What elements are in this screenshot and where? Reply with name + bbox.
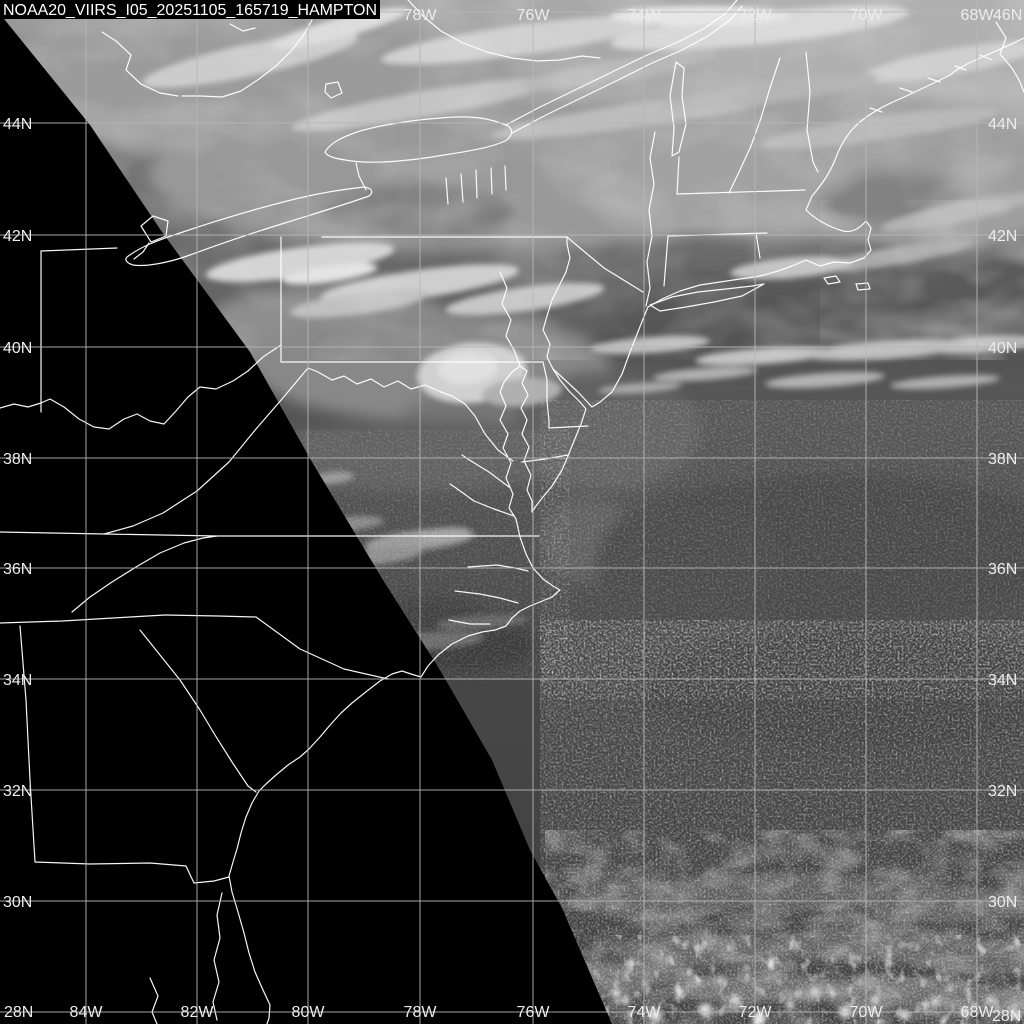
neuse-river bbox=[448, 619, 491, 625]
lake-ontario bbox=[324, 116, 513, 163]
border-nh-me bbox=[805, 51, 819, 173]
axis-label-bottom-70W: 70W bbox=[850, 1004, 884, 1021]
maine-islands bbox=[869, 54, 993, 113]
border-ky-tn-va-nc bbox=[0, 531, 540, 537]
hudson-river bbox=[645, 131, 656, 307]
lake-stclair bbox=[133, 215, 169, 260]
border-ny-nj bbox=[603, 267, 644, 293]
potomac-river bbox=[440, 391, 514, 462]
ottawa-river bbox=[407, 0, 601, 62]
niagara-river bbox=[355, 162, 367, 191]
border-vt-nh bbox=[728, 57, 781, 194]
axis-label-bottom-72W: 72W bbox=[739, 1004, 773, 1021]
axis-label-left-38N: 38N bbox=[3, 451, 32, 468]
finger-lakes bbox=[445, 165, 507, 205]
border-ga-fl bbox=[34, 861, 230, 884]
axis-label-right-36N: 36N bbox=[988, 561, 1017, 578]
axis-label-right-34N: 34N bbox=[988, 672, 1017, 689]
axis-label-left-30N: 30N bbox=[3, 894, 32, 911]
axis-label-top-68W: 68W bbox=[961, 7, 995, 24]
lake-simcoe bbox=[324, 81, 343, 99]
james-river bbox=[449, 483, 515, 517]
axis-label-right-30N: 30N bbox=[988, 894, 1017, 911]
axis-label-bottom-right-28N: 28N bbox=[992, 1008, 1021, 1024]
border-ny-ct bbox=[663, 235, 669, 287]
albemarle-sound bbox=[467, 564, 529, 572]
border-35n-ga bbox=[0, 614, 166, 624]
axis-label-top-72W: 72W bbox=[739, 7, 773, 24]
axis-label-top-right-46N: 46N bbox=[993, 7, 1022, 24]
coastline-northeast bbox=[647, 37, 1024, 308]
axis-label-bottom-84W: 84W bbox=[70, 1004, 104, 1021]
border-mi-oh bbox=[40, 247, 118, 252]
axis-label-left-34N: 34N bbox=[3, 672, 32, 689]
border-delaware bbox=[542, 361, 589, 429]
axis-label-bottom-80W: 80W bbox=[292, 1004, 326, 1021]
axis-label-bottom-82W: 82W bbox=[181, 1004, 215, 1021]
border-ma-north bbox=[676, 189, 806, 195]
axis-label-right-38N: 38N bbox=[988, 451, 1017, 468]
ohio-river bbox=[0, 344, 282, 430]
axis-label-top-70W: 70W bbox=[850, 7, 884, 24]
axis-label-bottom-74W: 74W bbox=[628, 1004, 662, 1021]
axis-label-left-44N: 44N bbox=[3, 116, 32, 133]
nantucket bbox=[855, 282, 871, 291]
border-nc-sc bbox=[164, 614, 389, 680]
axis-label-top-76W: 76W bbox=[517, 7, 551, 24]
border-ny-vt bbox=[676, 156, 680, 195]
title-bar: NOAA20_VIIRS_I05_20251105_165719_HAMPTON bbox=[0, 0, 380, 19]
florida-lakes bbox=[149, 977, 159, 1024]
axis-label-left-42N: 42N bbox=[3, 228, 32, 245]
axis-label-bottom-76W: 76W bbox=[517, 1004, 551, 1021]
no-data-region bbox=[0, 14, 612, 1024]
border-nj-pa-delaware-river bbox=[546, 236, 571, 317]
susquehanna-river bbox=[499, 271, 521, 367]
axis-label-right-42N: 42N bbox=[988, 228, 1017, 245]
title-background bbox=[0, 0, 380, 19]
long-island bbox=[649, 283, 765, 312]
axis-label-right-40N: 40N bbox=[988, 340, 1017, 357]
border-wv-va bbox=[103, 367, 309, 535]
st-johns-river bbox=[212, 892, 223, 1021]
axis-label-right-32N: 32N bbox=[988, 783, 1017, 800]
border-wv-md-potomac bbox=[307, 367, 442, 393]
axis-label-top-78W: 78W bbox=[404, 7, 438, 24]
title-text: NOAA20_VIIRS_I05_20251105_165719_HAMPTON bbox=[3, 2, 377, 19]
savannah-river bbox=[139, 629, 257, 793]
axis-label-right-44N: 44N bbox=[988, 116, 1017, 133]
axis-label-bottom-68W: 68W bbox=[961, 1004, 995, 1021]
marthas-vineyard bbox=[823, 275, 841, 285]
georgian-bay bbox=[101, 19, 313, 98]
coastline-southeast bbox=[228, 518, 561, 1024]
axis-label-bottom-left-28N: 28N bbox=[4, 1004, 33, 1021]
axis-label-left-40N: 40N bbox=[3, 340, 32, 357]
border-tn-nc bbox=[71, 535, 218, 613]
border-md-va-delmarva bbox=[521, 454, 569, 463]
axis-label-left-32N: 32N bbox=[3, 783, 32, 800]
axis-label-top-74W: 74W bbox=[628, 7, 662, 24]
pamlico-sound bbox=[454, 590, 519, 604]
axis-label-bottom-78W: 78W bbox=[404, 1004, 438, 1021]
lake-erie bbox=[125, 186, 373, 267]
axis-label-left-36N: 36N bbox=[3, 561, 32, 578]
border-ga-al bbox=[19, 625, 36, 863]
lake-champlain bbox=[669, 61, 687, 157]
delaware-bay-shore bbox=[531, 368, 587, 513]
st-lawrence-river bbox=[505, 0, 743, 134]
border-ny-pa bbox=[321, 236, 605, 269]
newbrunswick-river bbox=[995, 21, 1024, 93]
